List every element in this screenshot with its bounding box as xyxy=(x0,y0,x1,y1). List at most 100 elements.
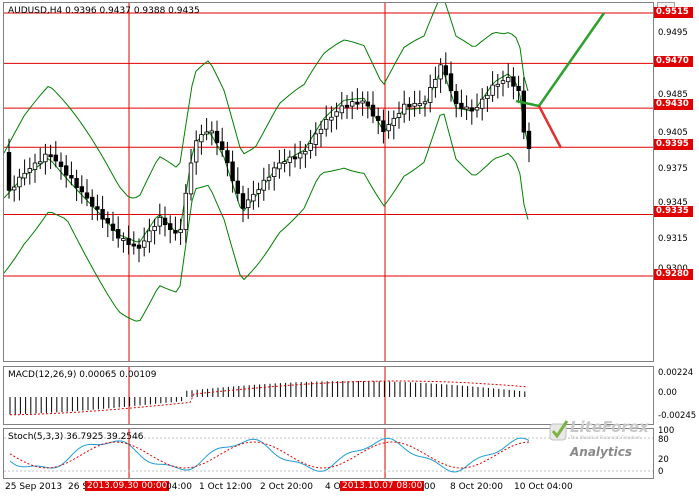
candle-body xyxy=(235,180,240,194)
macd-pane[interactable]: MACD(12,26,9) 0.00065 0.00109 xyxy=(3,366,654,425)
level-tag-9335: 0.9335 xyxy=(654,206,693,217)
candle-body xyxy=(126,238,131,245)
time-label: 10 Oct 04:00 xyxy=(514,482,573,492)
candle-body xyxy=(6,152,12,191)
candle-body xyxy=(277,162,282,170)
candle-body xyxy=(282,161,287,165)
candle-body xyxy=(11,186,17,191)
price-tick: 0.9495 xyxy=(658,28,688,38)
candle-body xyxy=(417,103,422,107)
candle-body xyxy=(495,83,500,87)
candle-body xyxy=(355,101,360,105)
candle-body xyxy=(141,240,147,248)
candle-body xyxy=(199,134,204,143)
candle-body xyxy=(505,77,511,83)
candle-body xyxy=(360,100,365,104)
stoch-tick: 100 xyxy=(658,426,675,436)
price-tick: 0.9375 xyxy=(658,164,688,174)
candle-body xyxy=(422,101,428,105)
band-lower-line xyxy=(4,113,529,322)
candle-body xyxy=(490,84,495,96)
candle-body xyxy=(323,119,329,130)
candle-body xyxy=(157,216,162,227)
candle-body xyxy=(412,103,417,107)
candle-body xyxy=(58,161,64,167)
candle-body xyxy=(313,133,318,145)
candle-body xyxy=(448,73,454,92)
candle-body xyxy=(375,115,381,121)
candle-body xyxy=(173,230,178,234)
candle-body xyxy=(167,223,173,230)
level-tag-9395: 0.9395 xyxy=(654,139,693,150)
candle-body xyxy=(386,124,391,132)
candle-body xyxy=(365,101,370,107)
candle-body xyxy=(188,162,194,195)
candle-body xyxy=(271,167,277,178)
price-tick: 0.9485 xyxy=(658,90,688,100)
candle-body xyxy=(433,79,438,88)
candle-body xyxy=(219,141,225,150)
candle-body xyxy=(292,156,298,160)
candle-body xyxy=(32,162,38,170)
candle-body xyxy=(69,175,74,179)
price-chart-pane[interactable]: AUDUSD,H4 0.9396 0.9437 0.9388 0.9435 xyxy=(3,2,654,362)
candle-body xyxy=(443,65,448,76)
stochastic-canvas xyxy=(4,429,653,478)
time-label: 25 Sep 2013 xyxy=(5,482,63,492)
stoch-k-line xyxy=(9,437,530,473)
price-tick: 0.9405 xyxy=(658,128,688,138)
candle-body xyxy=(193,140,199,163)
forecast-down-arrow xyxy=(537,105,563,149)
macd-signal-line xyxy=(10,380,527,416)
candle-body xyxy=(464,106,469,110)
logo-product: Analytics xyxy=(570,445,632,459)
candle-body xyxy=(64,165,69,176)
candle-body xyxy=(344,104,350,108)
price-chart-canvas xyxy=(4,3,653,361)
candle-body xyxy=(43,153,48,163)
macd-canvas xyxy=(9,367,527,424)
candle-body xyxy=(90,196,95,207)
candle-body xyxy=(147,230,152,243)
time-label: 26 S xyxy=(68,482,89,492)
candle-body xyxy=(438,64,443,80)
candle-body xyxy=(401,103,407,115)
candle-body xyxy=(131,243,136,247)
candle-body xyxy=(297,152,303,159)
candle-body xyxy=(17,176,22,188)
candle-body xyxy=(48,154,53,158)
candle-body xyxy=(407,103,412,108)
stochastic-pane[interactable]: Stoch(5,3,3) 36.7925 39.2546 xyxy=(3,428,654,479)
candle-body xyxy=(214,130,220,144)
candle-body xyxy=(22,172,27,179)
candle-body xyxy=(479,98,485,109)
candle-body xyxy=(251,193,256,202)
macd-tick: -0.00245 xyxy=(658,411,697,421)
candle-body xyxy=(261,179,266,191)
candle-body xyxy=(245,199,251,209)
candle-body xyxy=(95,206,100,210)
candle-body xyxy=(287,156,292,163)
candle-body xyxy=(121,238,126,241)
candle-body xyxy=(79,186,84,193)
candle-body xyxy=(152,225,157,232)
price-scale: 0.9495 0.9485 0.9405 0.9375 0.9345 0.931… xyxy=(654,2,699,362)
candle-body xyxy=(511,76,516,87)
macd-tick: 0.00 xyxy=(658,388,677,398)
candle-body xyxy=(74,178,79,188)
candle-body xyxy=(485,94,490,99)
candle-body xyxy=(318,128,324,134)
candle-body xyxy=(225,150,230,164)
level-tag-9280: 0.9280 xyxy=(654,269,693,280)
stoch-tick: 0 xyxy=(658,467,664,477)
candle-body xyxy=(526,130,532,150)
macd-tick: 0.00224 xyxy=(658,368,694,378)
logo-brand: LiteForex xyxy=(570,418,649,436)
level-tag-9470: 0.9470 xyxy=(654,56,693,67)
candle-body xyxy=(162,217,168,226)
candle-body xyxy=(370,104,376,117)
candle-body xyxy=(349,101,355,107)
candle-body xyxy=(474,106,480,111)
time-label: 8 Oct 20:00 xyxy=(450,482,503,492)
candle-body xyxy=(53,154,58,162)
